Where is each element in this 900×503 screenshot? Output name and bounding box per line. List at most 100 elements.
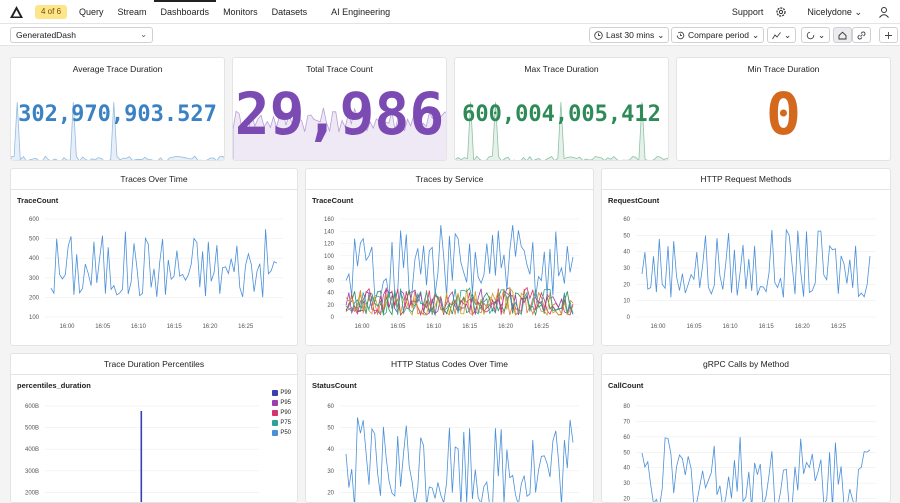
y-tick-label: 100 (29, 315, 40, 321)
x-tick-label: 16:15 (759, 324, 775, 330)
chart-type-button[interactable]: ⌄ (767, 27, 797, 43)
refresh-button[interactable]: ⌄ (801, 27, 831, 43)
panel-title: Trace Duration Percentiles (11, 354, 297, 375)
traces-by-service-panel[interactable]: Traces by Service TraceCount 160 140 120 100 8… (305, 168, 594, 346)
nav-monitors[interactable]: Monitors (223, 7, 258, 17)
chart-legend: P99 P95 P90 P75 P50 (272, 388, 291, 438)
y-tick-label: 30 (327, 469, 334, 475)
grpc-calls-panel[interactable]: gRPC Calls by Method CallCount 80 70 60 50 40 3… (601, 353, 891, 503)
y-tick-label: 120 (324, 242, 335, 248)
min-trace-duration-card[interactable]: Min Trace Duration 0 (676, 57, 891, 161)
stat-title: Total Trace Count (306, 64, 373, 74)
share-link-button[interactable] (852, 27, 871, 43)
progress-badge[interactable]: 4 of 6 (35, 5, 68, 19)
compare-period-picker[interactable]: Compare period ⌄ (671, 27, 765, 43)
y-tick-label: 80 (327, 266, 334, 272)
y-tick-label: 40 (327, 291, 334, 297)
nav-datasets[interactable]: Datasets (271, 7, 308, 17)
x-tick-label: 16:15 (462, 324, 478, 330)
chevron-down-icon: ⌄ (140, 30, 147, 39)
top-bar: 4 of 6 Query Stream Dashboards Monitors … (0, 0, 900, 24)
y-tick-label: 50 (623, 233, 630, 239)
y-tick-label: 30 (623, 266, 630, 272)
main-nav: Query Stream Dashboards Monitors Dataset… (72, 0, 397, 24)
x-tick-label: 16:20 (202, 324, 218, 330)
stat-title: Average Trace Duration (72, 64, 163, 74)
dashboard-name: GeneratedDash (16, 30, 77, 40)
legend-item[interactable]: P75 (272, 418, 291, 428)
legend-swatch (272, 400, 279, 406)
y-tick-label: 20 (623, 497, 630, 503)
top-right-actions: Support Nicelydone ⌄ (732, 0, 890, 24)
max-trace-duration-card[interactable]: Max Trace Duration 600,004,005,412 (454, 57, 669, 161)
y-tick-label: 50 (623, 450, 630, 456)
panel-title: gRPC Calls by Method (602, 354, 890, 375)
dashboard-select[interactable]: GeneratedDash ⌄ (10, 27, 153, 43)
chevron-down-icon: ⌄ (854, 6, 862, 17)
time-range-picker[interactable]: Last 30 mins ⌄ (589, 27, 670, 43)
stat-value: 29,986 (234, 80, 445, 148)
stat-title: Max Trace Duration (524, 64, 599, 74)
home-icon (838, 31, 847, 39)
add-panel-button[interactable] (879, 27, 898, 43)
http-status-codes-panel[interactable]: HTTP Status Codes Over Time StatusCount 60… (305, 353, 594, 503)
series-line (641, 436, 871, 502)
chevron-down-icon: ⌄ (784, 30, 792, 40)
history-icon (676, 31, 685, 39)
support-link[interactable]: Support (731, 7, 764, 17)
y-tick-label: 60 (327, 278, 334, 284)
gear-icon[interactable] (775, 6, 787, 18)
time-range-label: Last 30 mins (606, 30, 655, 40)
org-switcher[interactable]: Nicelydone ⌄ (807, 7, 862, 18)
legend-item[interactable]: P95 (272, 398, 291, 408)
y-tick-label: 400 (29, 256, 40, 262)
plus-icon (885, 31, 892, 39)
sparkline (11, 101, 224, 160)
x-tick-label: 16:05 (95, 324, 111, 330)
home-button[interactable] (833, 27, 852, 43)
total-trace-count-card[interactable]: Total Trace Count 29,986 (232, 57, 447, 161)
series-line (50, 229, 278, 298)
y-tick-label: 60 (623, 217, 630, 223)
series-label: TraceCount (17, 196, 59, 205)
legend-label: P90 (280, 410, 291, 416)
legend-swatch (272, 390, 279, 396)
nav-query[interactable]: Query (79, 7, 104, 17)
x-tick-label: 16:25 (534, 324, 550, 330)
legend-item[interactable]: P90 (272, 408, 291, 418)
sparkline (455, 101, 668, 160)
x-tick-label: 16:00 (59, 324, 75, 330)
series-label: percentiles_duration (17, 381, 91, 390)
x-tick-label: 16:10 (131, 324, 147, 330)
x-tick-label: 16:25 (238, 324, 254, 330)
series-line (345, 287, 574, 316)
user-icon[interactable] (878, 6, 890, 18)
series-label: TraceCount (312, 196, 354, 205)
y-tick-label: 500 (29, 237, 40, 243)
stat-value: 600,004,005,412 (462, 102, 661, 127)
nav-stream[interactable]: Stream (117, 7, 147, 17)
sparkline-area (233, 105, 446, 160)
avg-trace-duration-card[interactable]: Average Trace Duration 302,970,903.527 (10, 57, 225, 161)
http-request-methods-panel[interactable]: HTTP Request Methods RequestCount 60 50 40 30… (601, 168, 891, 346)
legend-label: P75 (280, 420, 291, 426)
nav-dashboards[interactable]: Dashboards (153, 0, 217, 24)
y-tick-label: 40 (327, 447, 334, 453)
stat-title: Min Trace Duration (747, 64, 820, 74)
nav-ai-engineering[interactable]: AI Engineering (331, 7, 391, 17)
traces-over-time-panel[interactable]: Traces Over Time TraceCount 600 500 400 300 20… (10, 168, 298, 346)
legend-swatch (272, 410, 279, 416)
x-tick-label: 16:00 (650, 324, 666, 330)
legend-item[interactable]: P99 (272, 388, 291, 398)
sparkline-area (11, 101, 224, 160)
y-tick-label: 40 (623, 466, 630, 472)
series-label: CallCount (608, 381, 644, 390)
axiom-logo-icon[interactable] (10, 6, 23, 18)
legend-label: P95 (280, 400, 291, 406)
x-tick-label: 16:20 (795, 324, 811, 330)
x-tick-label: 16:20 (498, 324, 514, 330)
panel-title: Traces by Service (306, 169, 593, 190)
trace-duration-percentiles-panel[interactable]: Trace Duration Percentiles percentiles_du… (10, 353, 298, 503)
legend-item[interactable]: P50 (272, 428, 291, 438)
